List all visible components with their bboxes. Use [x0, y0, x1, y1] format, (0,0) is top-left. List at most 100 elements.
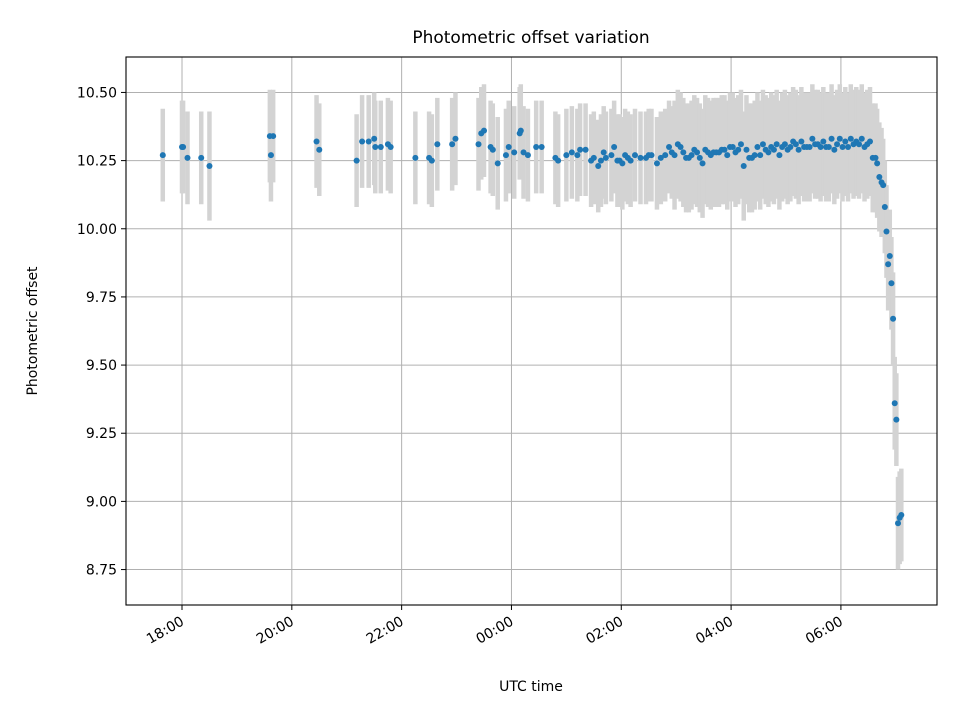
data-point	[574, 152, 581, 159]
plot-frame	[125, 56, 938, 606]
data-point	[729, 143, 736, 150]
data-point	[313, 138, 320, 145]
data-point	[377, 143, 384, 150]
data-point	[316, 146, 323, 153]
y-tick-label: 10.00	[77, 222, 117, 238]
data-point	[845, 143, 852, 150]
x-tick-label: 06:00	[803, 614, 846, 648]
data-point	[524, 152, 531, 159]
data-point	[737, 141, 744, 148]
data-point	[505, 143, 512, 150]
data-point	[834, 141, 841, 148]
data-point	[740, 163, 747, 170]
data-point	[825, 143, 832, 150]
y-tick-label: 9.25	[86, 426, 117, 442]
x-axis-label: UTC time	[499, 679, 563, 695]
data-point	[787, 143, 794, 150]
data-point	[600, 149, 607, 156]
data-point	[751, 152, 758, 159]
data-point	[754, 143, 761, 150]
data-point	[893, 416, 900, 423]
data-point	[267, 152, 274, 159]
data-point	[867, 138, 874, 145]
data-point	[270, 133, 277, 140]
data-point	[452, 135, 459, 142]
data-point	[475, 141, 482, 148]
y-axis: 10.50 10.25 10.00 9.75 9.50 9.25 9.00 8.75	[77, 85, 126, 579]
data-point	[533, 143, 540, 150]
x-tick-label: 18:00	[144, 614, 187, 648]
data-point	[608, 152, 615, 159]
data-point	[895, 520, 902, 527]
data-point	[694, 149, 701, 156]
y-tick-label: 9.00	[86, 494, 117, 510]
data-point	[632, 152, 639, 159]
x-tick-label: 04:00	[693, 614, 736, 648]
data-point	[836, 135, 843, 142]
data-point	[602, 154, 609, 161]
chart-title: Photometric offset variation	[412, 28, 649, 48]
data-point	[481, 127, 488, 134]
y-tick-label: 10.25	[77, 154, 117, 170]
data-point	[743, 146, 750, 153]
data-point	[680, 149, 687, 156]
data-point	[817, 143, 824, 150]
data-point	[159, 152, 166, 159]
data-point	[353, 157, 360, 164]
data-point	[371, 135, 378, 142]
data-point	[666, 143, 673, 150]
data-point	[184, 154, 191, 161]
data-point	[773, 141, 780, 148]
data-point	[735, 146, 742, 153]
data-points	[159, 127, 905, 527]
y-tick-label: 9.75	[86, 290, 117, 306]
data-point	[828, 135, 835, 142]
data-point	[653, 160, 660, 167]
data-point	[627, 157, 634, 164]
data-point	[387, 143, 394, 150]
data-point	[757, 152, 764, 159]
data-point	[359, 138, 366, 145]
data-point	[856, 141, 863, 148]
data-point	[874, 160, 881, 167]
data-point	[888, 280, 895, 287]
data-point	[568, 149, 575, 156]
data-point	[434, 141, 441, 148]
data-point	[619, 160, 626, 167]
data-point	[776, 152, 783, 159]
data-point	[489, 146, 496, 153]
data-point	[180, 143, 187, 150]
data-point	[538, 143, 545, 150]
data-point	[449, 141, 456, 148]
data-point	[365, 138, 372, 145]
data-point	[880, 182, 887, 189]
data-point	[872, 154, 879, 161]
data-point	[206, 163, 213, 170]
x-axis: 18:00 20:00 22:00 00:00 02:00 04:00 06:00	[144, 605, 846, 648]
data-point	[412, 154, 419, 161]
data-point	[806, 143, 813, 150]
data-point	[511, 149, 518, 156]
data-point	[809, 135, 816, 142]
data-point	[611, 143, 618, 150]
data-point	[699, 160, 706, 167]
error-bars	[160, 84, 904, 570]
data-point	[563, 152, 570, 159]
data-point	[696, 154, 703, 161]
data-point	[886, 253, 893, 260]
data-point	[831, 146, 838, 153]
data-point	[648, 152, 655, 159]
x-tick-label: 00:00	[474, 614, 517, 648]
data-point	[781, 141, 788, 148]
data-point	[724, 152, 731, 159]
data-point	[372, 143, 379, 150]
data-point	[881, 203, 888, 210]
data-point	[662, 152, 669, 159]
data-point	[795, 146, 802, 153]
y-axis-label: Photometric offset	[25, 266, 41, 396]
data-point	[595, 163, 602, 170]
data-point	[688, 152, 695, 159]
data-point	[597, 157, 604, 164]
data-point	[577, 146, 584, 153]
